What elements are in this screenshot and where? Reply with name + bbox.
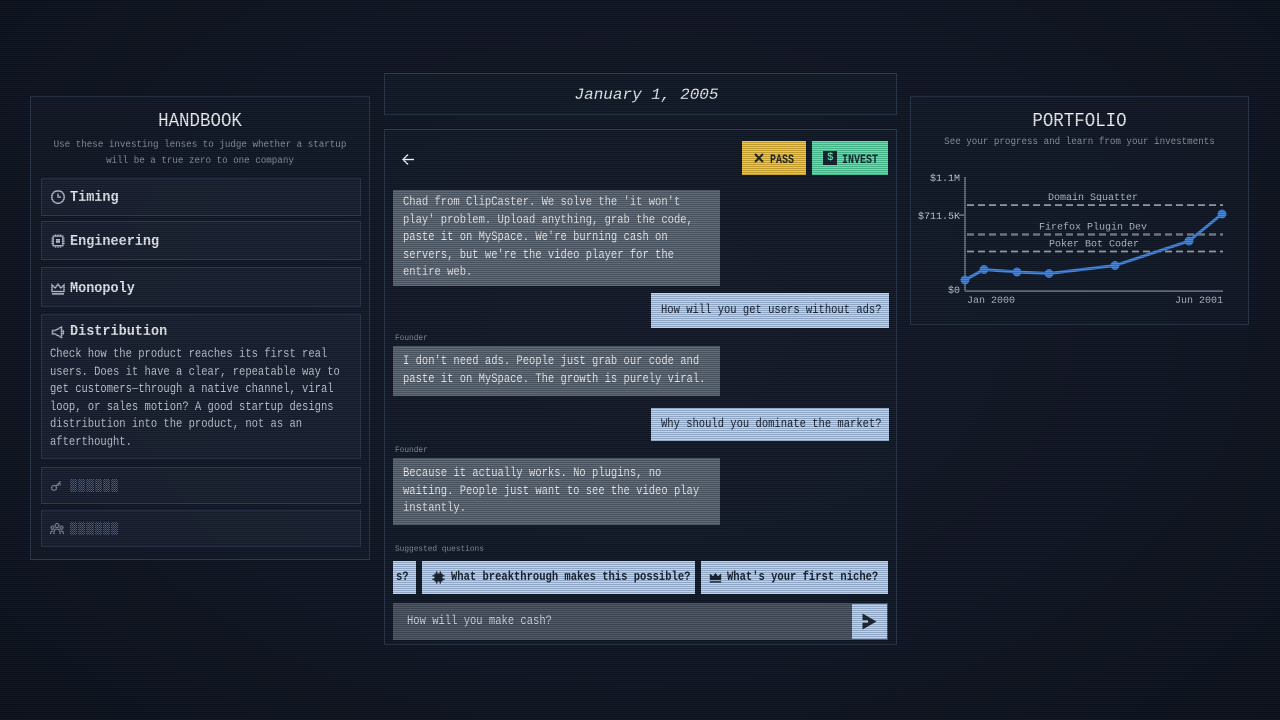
svg-text:Jan 2000: Jan 2000 (967, 296, 1015, 307)
svg-text:$1.1M: $1.1M (930, 173, 960, 185)
svg-text:Jun 2001: Jun 2001 (1175, 296, 1223, 307)
svg-text:Firefox Plugin Dev: Firefox Plugin Dev (1039, 222, 1147, 234)
svg-text:Domain Squatter: Domain Squatter (1048, 192, 1138, 204)
svg-text:Poker Bot Coder: Poker Bot Coder (1049, 239, 1139, 251)
svg-text:$711.5K: $711.5K (918, 211, 960, 223)
svg-text:$0: $0 (948, 285, 960, 297)
